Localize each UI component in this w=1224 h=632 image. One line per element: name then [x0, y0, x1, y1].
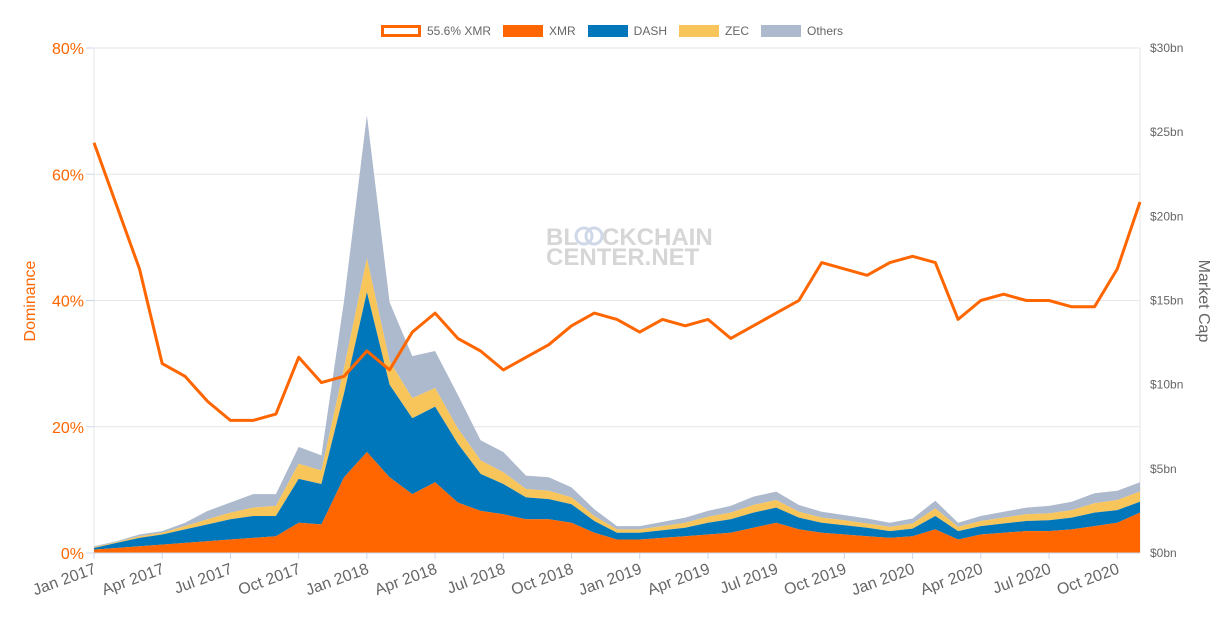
line-xmr-dominance: [92, 142, 1142, 422]
legend-label: ZEC: [725, 24, 750, 38]
y-tick-label-right: $10bn: [1150, 378, 1183, 392]
legend-swatch-zec: [679, 25, 720, 37]
x-tick-label: Jan 2019: [576, 561, 644, 600]
y-tick-label-right: $20bn: [1150, 209, 1183, 223]
y-axis-left-title: Dominance: [22, 260, 39, 341]
y-tick-label-left: 20%: [52, 420, 84, 437]
x-tick-label: Jan 2018: [304, 561, 372, 600]
watermark-line2: CENTER.NET: [546, 244, 700, 271]
x-tick-label: Jan 2020: [849, 561, 917, 600]
x-tick-label: Oct 2018: [509, 561, 576, 599]
legend-item-dash[interactable]: DASH: [587, 24, 668, 38]
dominance-line: [92, 142, 1142, 422]
y-tick-label-left: 80%: [52, 41, 84, 58]
x-tick-label: Jul 2017: [172, 561, 235, 598]
x-tick-label: Jul 2019: [718, 561, 781, 598]
y-tick-label-left: 40%: [52, 294, 84, 311]
y-tick-label-right: $0bn: [1150, 546, 1177, 560]
legend-label: XMR: [549, 24, 576, 38]
x-tick-label: Oct 2017: [236, 561, 303, 599]
x-tick-label: Jan 2017: [31, 561, 99, 600]
x-tick-label: Apr 2019: [645, 561, 712, 599]
x-tick-label: Oct 2019: [782, 561, 849, 599]
legend-label: Others: [807, 24, 844, 38]
x-tick-label: Jul 2018: [445, 561, 508, 598]
x-tick-label: Apr 2020: [918, 561, 985, 599]
chain-icon: [574, 226, 604, 246]
y-tick-label-right: $25bn: [1150, 125, 1183, 139]
legend-item-xmr-dominance[interactable]: 55.6% XMR: [380, 24, 491, 38]
y-axis-right-title: Market Cap: [1195, 260, 1212, 343]
legend-swatch-others: [761, 25, 802, 37]
y-tick-label-right: $15bn: [1150, 294, 1183, 308]
legend-item-zec[interactable]: ZEC: [679, 24, 749, 38]
x-tick-label: Apr 2018: [373, 561, 440, 599]
legend-item-others[interactable]: Others: [761, 24, 843, 38]
legend-item-xmr[interactable]: XMR: [503, 24, 576, 38]
gridlines: [93, 47, 1141, 553]
area-others: [94, 115, 1140, 548]
x-tick-label: Oct 2020: [1055, 561, 1122, 599]
y-tick-label-right: $30bn: [1150, 41, 1183, 55]
legend-swatch-xmr-dominance: [380, 25, 421, 37]
x-tick-label: Jul 2020: [991, 561, 1054, 598]
x-tick-label: Apr 2017: [100, 561, 167, 599]
legend-label: DASH: [633, 24, 668, 38]
watermark-logo: BL CKCHAIN CENTER.NET: [546, 224, 713, 271]
legend-swatch-xmr: [503, 25, 543, 37]
y-tick-label-left: 0%: [61, 546, 84, 563]
y-tick-label-left: 60%: [52, 167, 84, 184]
y-tick-label-right: $5bn: [1150, 462, 1177, 476]
area-xmr: [94, 452, 1140, 553]
area-dash: [94, 292, 1140, 550]
legend-label: 55.6% XMR: [426, 24, 491, 38]
stacked-areas: [94, 115, 1140, 553]
chart-legend: 55.6% XMR XMR DASH ZEC Others: [0, 24, 1224, 38]
watermark-line1: BL CKCHAIN: [546, 224, 713, 251]
legend-swatch-dash: [587, 25, 628, 37]
area-zec: [94, 258, 1140, 548]
